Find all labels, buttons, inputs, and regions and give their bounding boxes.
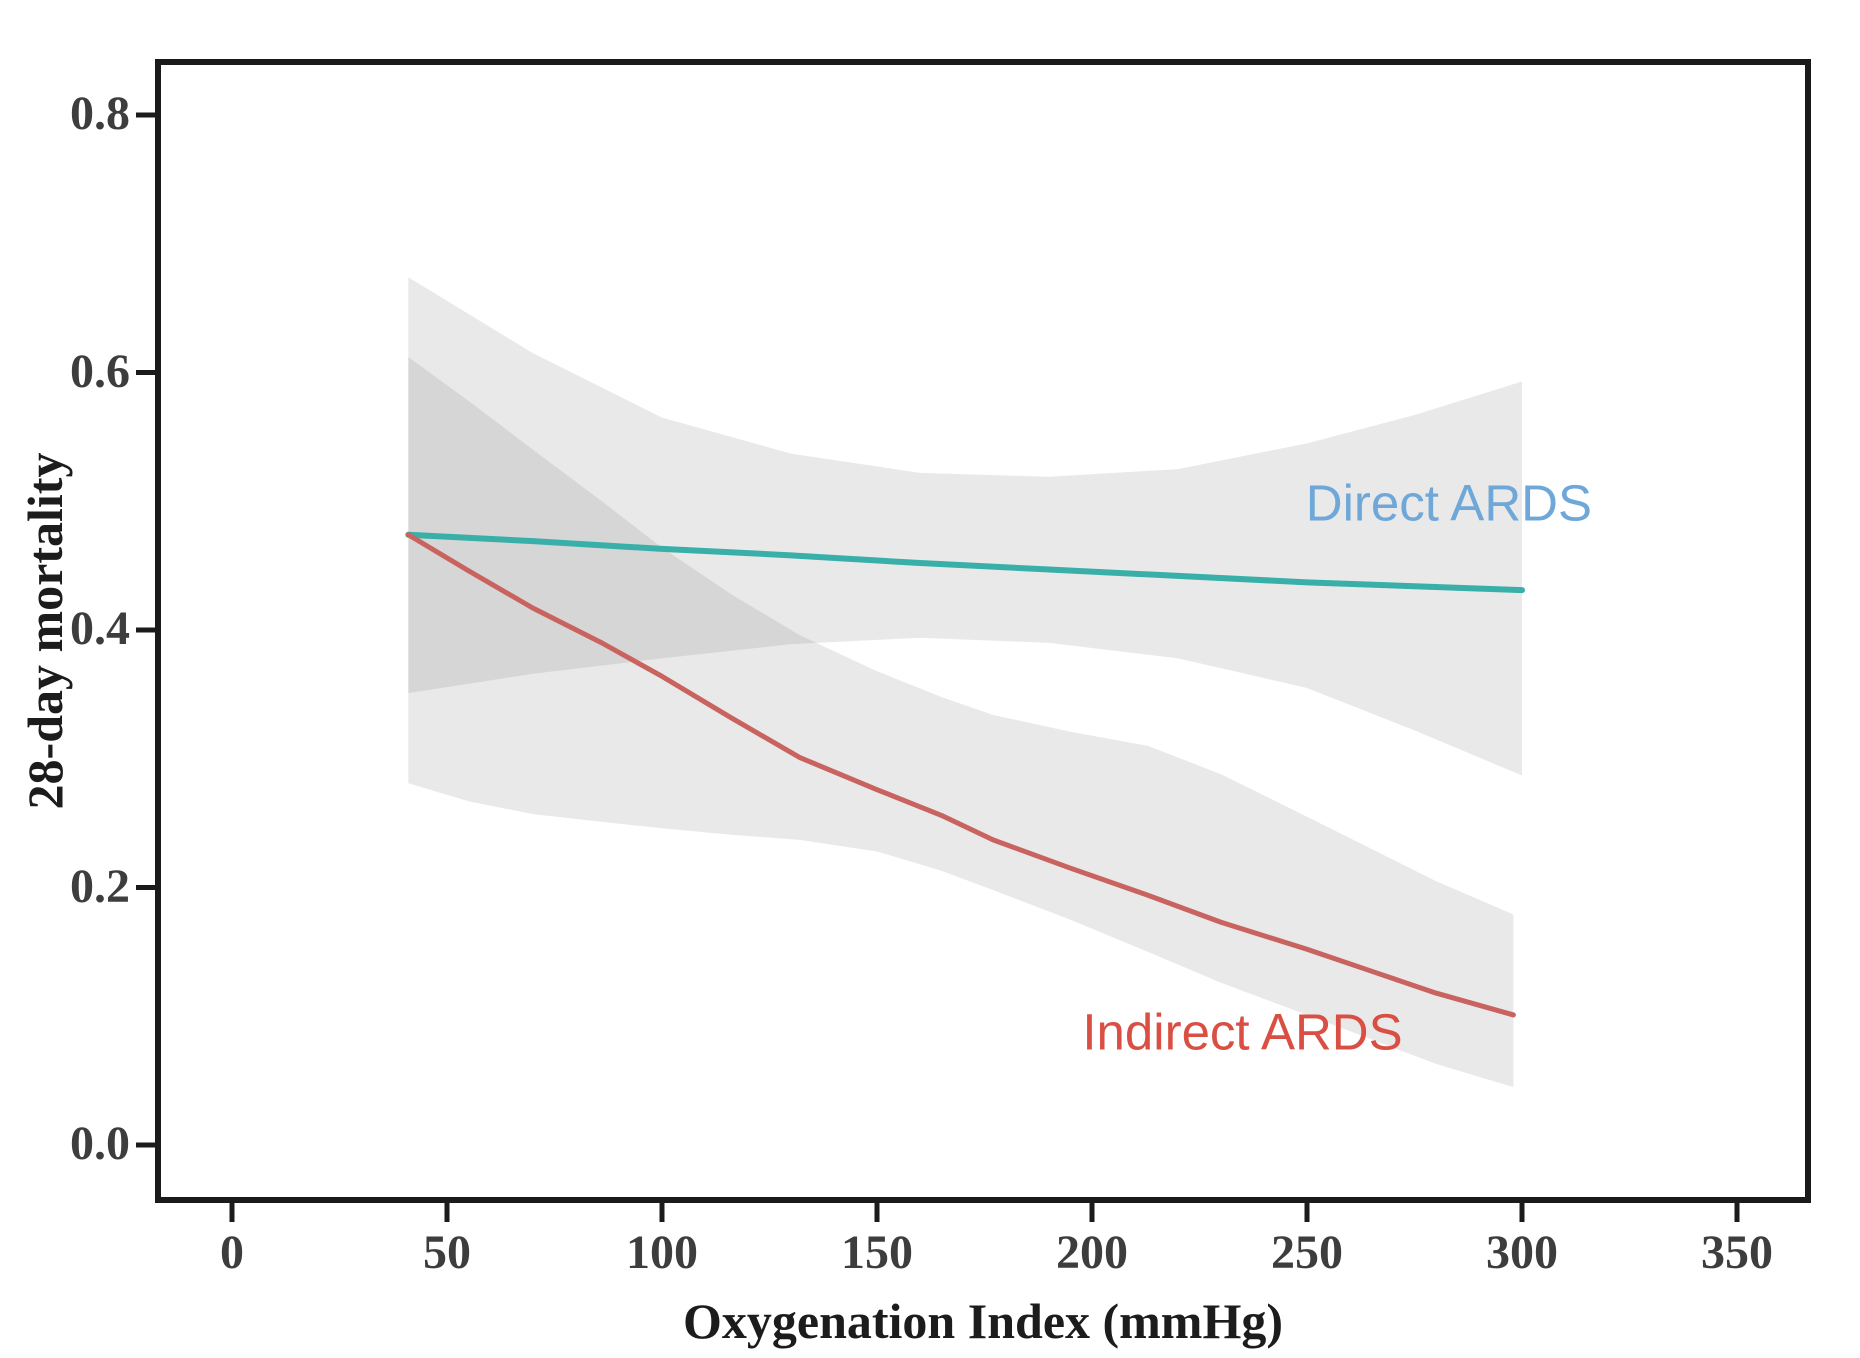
y-axis-title: 28-day mortality (17, 452, 73, 810)
direct-ards-label: Direct ARDS (1305, 474, 1593, 532)
indirect-ards-confidence-band (408, 357, 1514, 1088)
direct-ards-line (405, 531, 1525, 594)
indirect-ards-label: Indirect ARDS (1082, 1003, 1403, 1061)
x-axis-title: Oxygenation Index (mmHg) (683, 1293, 1283, 1349)
indirect-ards-line (405, 532, 1516, 1018)
direct-ards-confidence-band (408, 277, 1522, 776)
